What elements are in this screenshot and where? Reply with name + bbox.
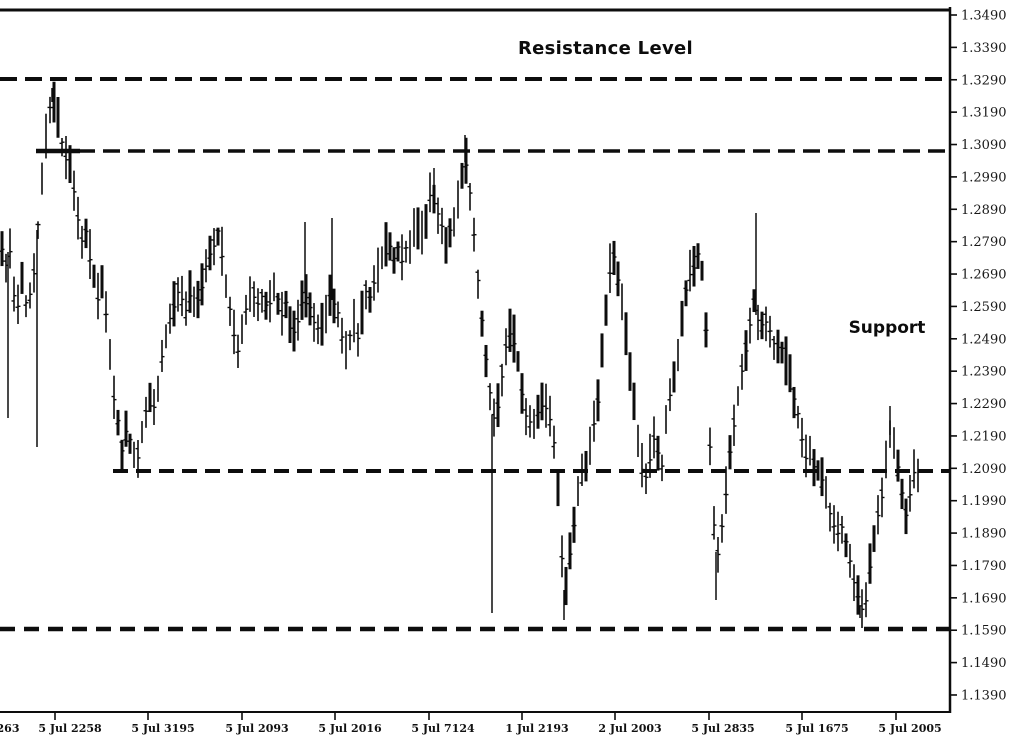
x-axis-label: 5 Jul 2258 xyxy=(38,722,102,735)
y-axis-label: 1.3190 xyxy=(961,106,1007,121)
y-axis-label: 1.2190 xyxy=(961,429,1007,444)
y-axis-label: 1.2990 xyxy=(961,170,1007,185)
y-axis-label: 1.3090 xyxy=(961,138,1007,153)
y-axis-label: 1.1790 xyxy=(961,559,1007,574)
y-axis-label: 1.2890 xyxy=(961,203,1007,218)
y-axis-label: 1.2290 xyxy=(961,397,1007,412)
y-axis-label: 1.1490 xyxy=(961,656,1007,671)
y-axis-label: 1.2590 xyxy=(961,300,1007,315)
y-axis-label: 1.2690 xyxy=(961,268,1007,283)
price-bars-group xyxy=(0,81,919,629)
resistance-level-label: Resistance Level xyxy=(518,38,693,59)
x-axis-label: 5 Jul 2093 xyxy=(225,722,288,735)
x-axis-label: 1 Jul 2193 xyxy=(505,722,568,735)
y-axis-label: 1.2090 xyxy=(961,462,1007,477)
y-axis-label: 1.3390 xyxy=(961,41,1007,56)
y-axis-label: 1.2490 xyxy=(961,332,1007,347)
x-axis-label: 5 Jul 7124 xyxy=(411,722,475,735)
support-label: Support xyxy=(848,318,926,338)
y-axis-label: 1.3490 xyxy=(961,9,1007,24)
y-axis-label: 1.1390 xyxy=(961,688,1007,703)
y-axis-label: 1.1690 xyxy=(961,591,1007,606)
y-axis-label: 1.1890 xyxy=(961,527,1007,542)
y-axis-label: 1.2790 xyxy=(961,235,1007,250)
x-axis-label: 5 Jul 2835 xyxy=(691,722,754,735)
y-axis-label: 1.3290 xyxy=(961,73,1007,88)
y-axis-label: 1.2390 xyxy=(961,365,1007,380)
x-axis-label: 5 Jul 1675 xyxy=(785,722,848,735)
x-axis-label: 263 xyxy=(0,722,19,735)
x-axis-label: 2 Jul 2003 xyxy=(598,722,661,735)
y-axis-label: 1.1590 xyxy=(961,624,1007,639)
y-axis-label: 1.1990 xyxy=(961,494,1007,509)
x-axis-label: 5 Jul 3195 xyxy=(131,722,194,735)
x-axis-label: 5 Jul 2016 xyxy=(318,722,382,735)
x-axis-label: 5 Jul 2005 xyxy=(878,722,941,735)
